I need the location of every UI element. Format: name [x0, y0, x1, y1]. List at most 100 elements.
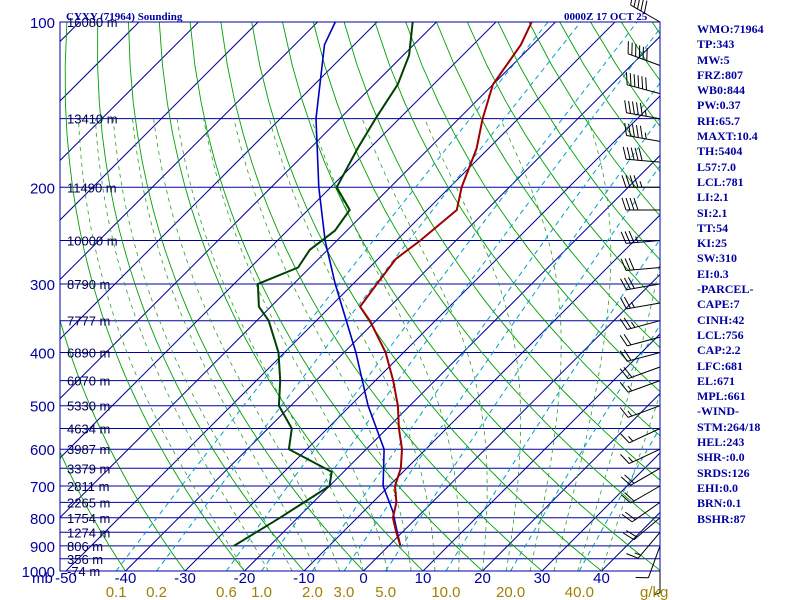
- sounding-index-item: TT:54: [697, 220, 729, 235]
- mixing-ratio-line: [385, 164, 660, 571]
- sounding-index-item: LCL:781: [697, 174, 744, 189]
- isotherm-line: [422, 333, 660, 571]
- moist-adiabat: [176, 118, 364, 571]
- mixing-ratio-tick-label: 0.2: [146, 584, 167, 600]
- sounding-index-item: CINH:42: [697, 312, 745, 327]
- sounding-index-item: MPL:661: [697, 389, 746, 404]
- dry-adiabat: [466, 22, 660, 305]
- wind-barb: [620, 230, 661, 244]
- sounding-index-item: CAP:2.2: [697, 343, 741, 358]
- moist-adiabat: [269, 118, 436, 571]
- dry-adiabat: [97, 22, 305, 571]
- dry-adiabat: [374, 22, 660, 437]
- wind-barb: [626, 531, 661, 559]
- wind-barb: [619, 366, 661, 380]
- temperature-tick-label: 30: [534, 570, 551, 587]
- isotherm-line: [60, 22, 437, 400]
- wind-barb: [620, 258, 661, 271]
- wind-barb: [621, 501, 661, 523]
- dry-adiabat: [189, 22, 483, 571]
- temperature-tick-label: -40: [115, 570, 137, 587]
- height-label: -74 m: [67, 564, 100, 579]
- wind-barb: [622, 146, 661, 163]
- height-label: 2811 m: [67, 479, 109, 494]
- isotherm-line: [541, 452, 660, 571]
- sounding-index-item: LFC:681: [697, 358, 743, 373]
- wind-barb: [624, 122, 661, 142]
- wind-barb: [620, 448, 661, 465]
- sounding-indices-panel: WMO:71964 TP:343 MW:5 FRZ:807 WB0:844 PW:0.37…: [697, 22, 800, 527]
- sounding-index-item: WB0:844: [697, 83, 745, 98]
- pressure-tick-label: 900: [30, 539, 55, 556]
- sounding-index-item: MAXT:10.4: [697, 129, 758, 144]
- sounding-index-item: SRDS:126: [697, 465, 750, 480]
- dry-adiabat: [497, 22, 660, 261]
- mixing-ratio-tick-label: 3.0: [334, 584, 355, 600]
- height-label: 5330 m: [67, 399, 110, 414]
- sounding-index-item: SI:2.1: [697, 205, 728, 220]
- wind-barb: [620, 467, 661, 486]
- isotherm-line: [303, 214, 660, 571]
- isotherm-line: [60, 22, 199, 162]
- mixing-ratio-tick-label: 1.0: [251, 584, 272, 600]
- wind-barb: [619, 317, 661, 330]
- pressure-tick-label: 300: [30, 277, 55, 294]
- height-label: 3379 m: [67, 461, 110, 476]
- mixing-ratio-line: [311, 82, 660, 571]
- wind-barb: [624, 100, 661, 120]
- moist-adiabat: [577, 260, 660, 571]
- wind-barb: [620, 277, 661, 291]
- height-label: 1274 m: [67, 525, 110, 540]
- mixing-ratio-tick-label: 0.6: [216, 584, 237, 600]
- pressure-tick-label: 500: [30, 399, 55, 416]
- moist-adiabat: [153, 118, 341, 571]
- height-label: 806 m: [67, 539, 103, 554]
- wind-barb: [625, 72, 661, 95]
- plot-frame: [59, 21, 661, 572]
- sounding-index-item: CAPE:7: [697, 297, 740, 312]
- isotherm-line: [60, 22, 318, 281]
- height-label: 1754 m: [67, 511, 110, 526]
- height-label: 13410 m: [67, 112, 118, 127]
- temperature-tick-label: 0: [359, 570, 367, 587]
- mixing-ratio-line: [445, 238, 660, 571]
- moist-adiabat: [132, 118, 317, 571]
- mixing-ratio-unit-label: g/kg: [640, 584, 668, 600]
- dry-adiabat: [158, 22, 424, 571]
- chart-title: CYXY (71964) Sounding: [66, 11, 183, 23]
- isotherm-line: [125, 35, 660, 571]
- wind-barb: [621, 175, 660, 188]
- sounding-index-item: -PARCEL-: [697, 282, 754, 297]
- wind-barb: [635, 545, 661, 579]
- wind-barb: [627, 41, 661, 66]
- temperature-tick-label: 20: [474, 570, 491, 587]
- sounding-index-item: PW:0.37: [697, 98, 741, 113]
- dry-adiabat: [282, 22, 660, 571]
- mixing-ratio-line: [343, 117, 660, 571]
- pressure-tick-label: 400: [30, 346, 55, 363]
- isotherm-line: [60, 22, 556, 519]
- height-label: 4634 m: [67, 421, 110, 436]
- moist-adiabat: [500, 118, 562, 571]
- sounding-index-item: L57:7.0: [697, 159, 736, 174]
- isotherm-line: [60, 22, 497, 459]
- height-label: 10000 m: [67, 233, 118, 248]
- wind-barb: [619, 380, 661, 393]
- chart-time: 0000Z 17 OCT 25: [564, 11, 648, 23]
- sounding-index-item: -WIND-: [697, 404, 739, 419]
- dry-adiabat: [405, 22, 660, 393]
- height-label: 8790 m: [67, 277, 110, 292]
- sounding-index-item: EI:0.3: [697, 266, 729, 281]
- mixing-ratio-tick-label: 40.0: [565, 584, 594, 600]
- isotherm-line: [482, 392, 660, 571]
- moist-adiabat: [94, 118, 269, 571]
- temperature-tick-label: 10: [415, 570, 432, 587]
- wind-barb: [621, 197, 660, 211]
- sounding-index-item: SW:310: [697, 251, 738, 266]
- dry-adiabat: [436, 22, 660, 349]
- sounding-index-item: TH:5404: [697, 144, 743, 159]
- dry-adiabat: [128, 22, 364, 571]
- pressure-tick-label: 1000: [22, 564, 55, 581]
- height-label: 6890 m: [67, 346, 110, 361]
